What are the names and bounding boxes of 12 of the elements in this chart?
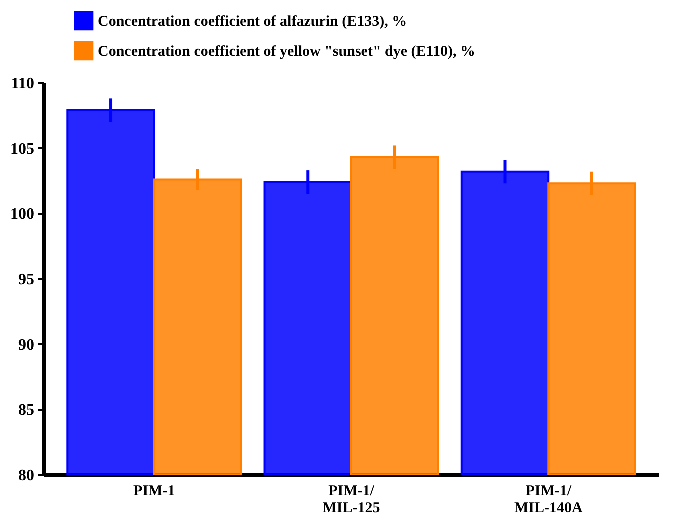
x-tick-label: PIM-1/MIL-140A <box>514 484 583 516</box>
y-tick-label: 90 <box>18 336 34 354</box>
legend-label: Concentration coefficient of alfazurin (E133), % <box>98 14 408 30</box>
y-tick-label: 80 <box>18 468 34 484</box>
y-tick-label: 105 <box>10 140 34 158</box>
x-tick-label: PIM-1 <box>134 484 176 500</box>
x-tick-label: PIM-1/MIL-125 <box>322 484 380 516</box>
y-tick-label: 85 <box>18 402 34 420</box>
y-tick-label: 95 <box>18 272 34 288</box>
y-tick-label: 100 <box>10 206 34 224</box>
y-tick-label: 110 <box>11 76 34 92</box>
legend-label: Concentration coefficient of yellow "sunset" dye (E110), % <box>98 44 476 60</box>
